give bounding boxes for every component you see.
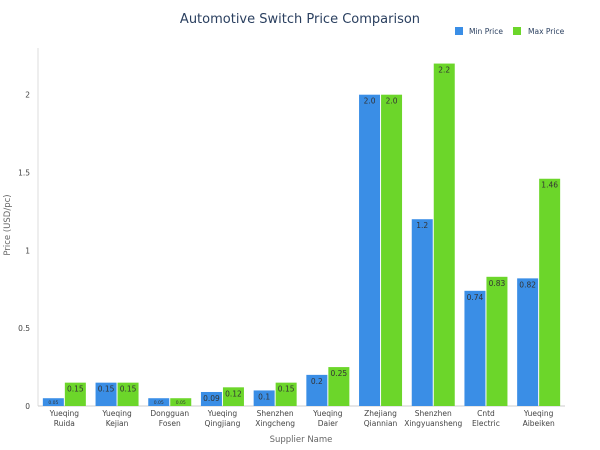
data-label: 2.0 — [364, 97, 376, 106]
y-tick-label: 0 — [25, 402, 30, 411]
data-label: 2.0 — [386, 97, 398, 106]
x-tick-label: Xingcheng — [255, 419, 295, 428]
data-label: 0.2 — [311, 377, 323, 386]
x-tick-label: Yueqing — [312, 409, 343, 418]
data-label: 2.2 — [438, 66, 450, 75]
data-label: 0.82 — [519, 280, 536, 289]
x-tick-label: Xingyuansheng — [404, 419, 462, 428]
bar-min-price — [95, 382, 117, 406]
data-label: 0.09 — [203, 394, 220, 403]
x-tick-label: Cntd — [477, 409, 495, 418]
data-label: 0.1 — [258, 392, 270, 401]
bar-max-price — [64, 382, 86, 406]
data-label: 0.05 — [176, 400, 186, 406]
x-tick-label: Zhejiang — [364, 409, 397, 418]
x-tick-label: Ruida — [54, 419, 75, 428]
x-tick-label: Daier — [318, 419, 339, 428]
bar-min-price — [306, 374, 328, 406]
data-label: 0.15 — [67, 385, 84, 394]
bar-max-price — [381, 94, 403, 407]
legend-swatch-max-price — [513, 27, 521, 35]
y-tick-label: 0.5 — [18, 324, 30, 333]
bar-max-price — [328, 367, 350, 406]
x-tick-label: Qiannian — [364, 419, 398, 428]
y-tick-label: 1.5 — [18, 169, 30, 178]
data-label: 0.74 — [467, 293, 484, 302]
x-tick-label: Yueqing — [101, 409, 132, 418]
data-label: 0.83 — [489, 279, 506, 288]
x-tick-label: Yueqing — [49, 409, 80, 418]
data-label: 0.05 — [154, 400, 164, 406]
x-tick-label: Shenzhen — [415, 409, 452, 418]
bar-max-price — [433, 63, 455, 406]
x-tick-label: Kejian — [106, 419, 129, 428]
bar-min-price — [359, 94, 381, 407]
data-label: 0.15 — [278, 385, 295, 394]
legend-swatch-min-price — [455, 27, 463, 35]
bar-max-price — [222, 387, 244, 406]
bar-min-price — [411, 219, 433, 406]
bar-min-price — [464, 290, 486, 406]
data-label: 0.05 — [48, 400, 58, 406]
x-tick-label: Fosen — [159, 419, 181, 428]
bar-max-price — [539, 178, 561, 406]
x-axis-title: Supplier Name — [270, 435, 333, 445]
y-tick-label: 2 — [25, 91, 30, 100]
bar-min-price — [200, 391, 222, 406]
data-label: 1.46 — [541, 181, 558, 190]
chart-title: Automotive Switch Price Comparison — [180, 12, 420, 27]
bar-max-price — [486, 276, 508, 406]
legend-label-max-price: Max Price — [528, 27, 565, 36]
x-tick-label: Yueqing — [207, 409, 238, 418]
data-label: 0.25 — [330, 369, 347, 378]
x-axis-ticks: YueqingRuidaYueqingKejianDongguanFosenYu… — [49, 409, 555, 428]
x-tick-label: Yueqing — [523, 409, 554, 418]
y-axis-ticks: 0 0.5 1 1.5 2 — [18, 91, 30, 411]
data-label: 0.12 — [225, 389, 242, 398]
bars: 0.05 0.15 0.15 0.15 0.05 0.05 0.09 0.12 0.1 0.15 0… — [42, 63, 561, 407]
bar-max-price — [117, 382, 139, 406]
bar-min-price — [42, 398, 64, 406]
data-label: 0.15 — [98, 385, 115, 394]
data-label: 0.15 — [120, 385, 137, 394]
bar-max-price — [275, 382, 297, 406]
bar-min-price — [253, 390, 275, 406]
x-tick-label: Dongguan — [150, 409, 189, 418]
legend: Min Price Max Price — [455, 27, 565, 36]
x-tick-label: Electric — [472, 419, 500, 428]
y-axis-title: Price (USD/pc) — [3, 194, 13, 255]
legend-label-min-price: Min Price — [469, 27, 503, 36]
bar-min-price — [517, 278, 539, 406]
y-tick-label: 1 — [25, 246, 30, 255]
x-tick-label: Qingjiang — [205, 419, 241, 428]
x-tick-label: Shenzhen — [257, 409, 294, 418]
data-label: 1.2 — [416, 221, 428, 230]
bar-min-price — [148, 398, 170, 406]
x-tick-label: Aibeiken — [523, 419, 555, 428]
bar-max-price — [170, 398, 192, 406]
